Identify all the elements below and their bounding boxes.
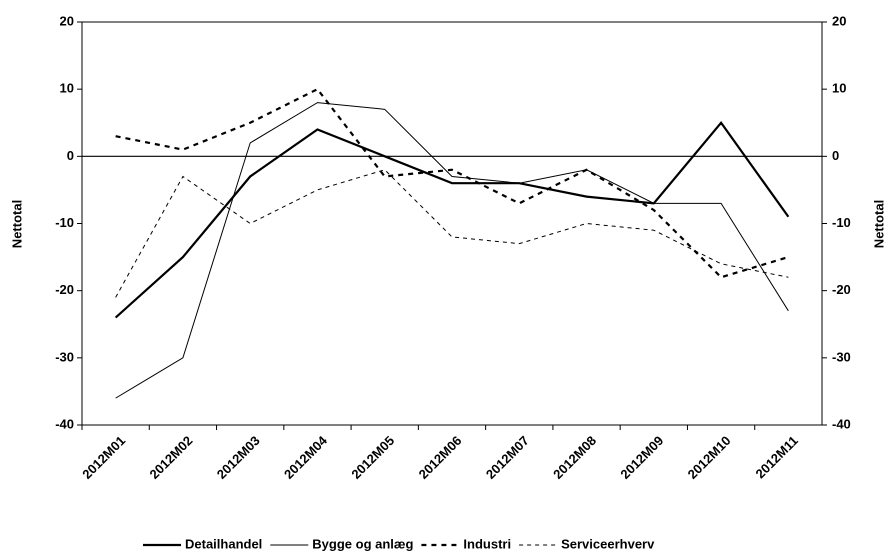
y2-tick-label: 10 [832,81,846,96]
series-line [114,120,790,319]
y-tick-label: 0 [67,148,74,163]
legend-label: Detailhandel [185,536,262,551]
x-tick-label: 2012M07 [483,433,532,482]
y-tick-label: 20 [60,13,74,28]
x-tick-label: 2012M03 [214,433,263,482]
y2-tick-label: -30 [832,349,851,364]
y2-tick-label: 20 [832,13,846,28]
y2-axis-label: Nettotal [871,200,886,248]
x-tick-label: 2012M11 [752,433,800,481]
x-tick-label: 2012M09 [617,433,666,482]
x-tick-label: 2012M06 [416,433,465,482]
y-tick-label: -30 [55,349,74,364]
x-tick-label: 2012M10 [685,433,734,482]
y2-tick-label: -40 [832,416,851,431]
y2-tick-label: -10 [832,215,851,230]
y-tick-label: -40 [55,416,74,431]
series-line [115,169,789,298]
y-tick-label: -10 [55,215,74,230]
y2-tick-label: -20 [832,282,851,297]
x-tick-label: 2012M05 [348,433,397,482]
y-tick-label: -20 [55,282,74,297]
y-axis-label: Nettotal [9,200,24,248]
plot-frame [81,21,823,426]
x-tick-label: 2012M08 [550,433,599,482]
series-line [115,87,789,279]
series-line [115,102,789,399]
legend-label: Bygge og anlæg [312,536,413,551]
legend-label: Industri [463,536,511,551]
x-tick-label: 2012M02 [147,433,196,482]
legend-label: Serviceerhverv [561,536,655,551]
x-tick-label: 2012M04 [281,432,330,481]
y-tick-label: 10 [60,81,74,96]
x-tick-label: 2012M01 [79,433,128,482]
y2-tick-label: 0 [832,148,839,163]
